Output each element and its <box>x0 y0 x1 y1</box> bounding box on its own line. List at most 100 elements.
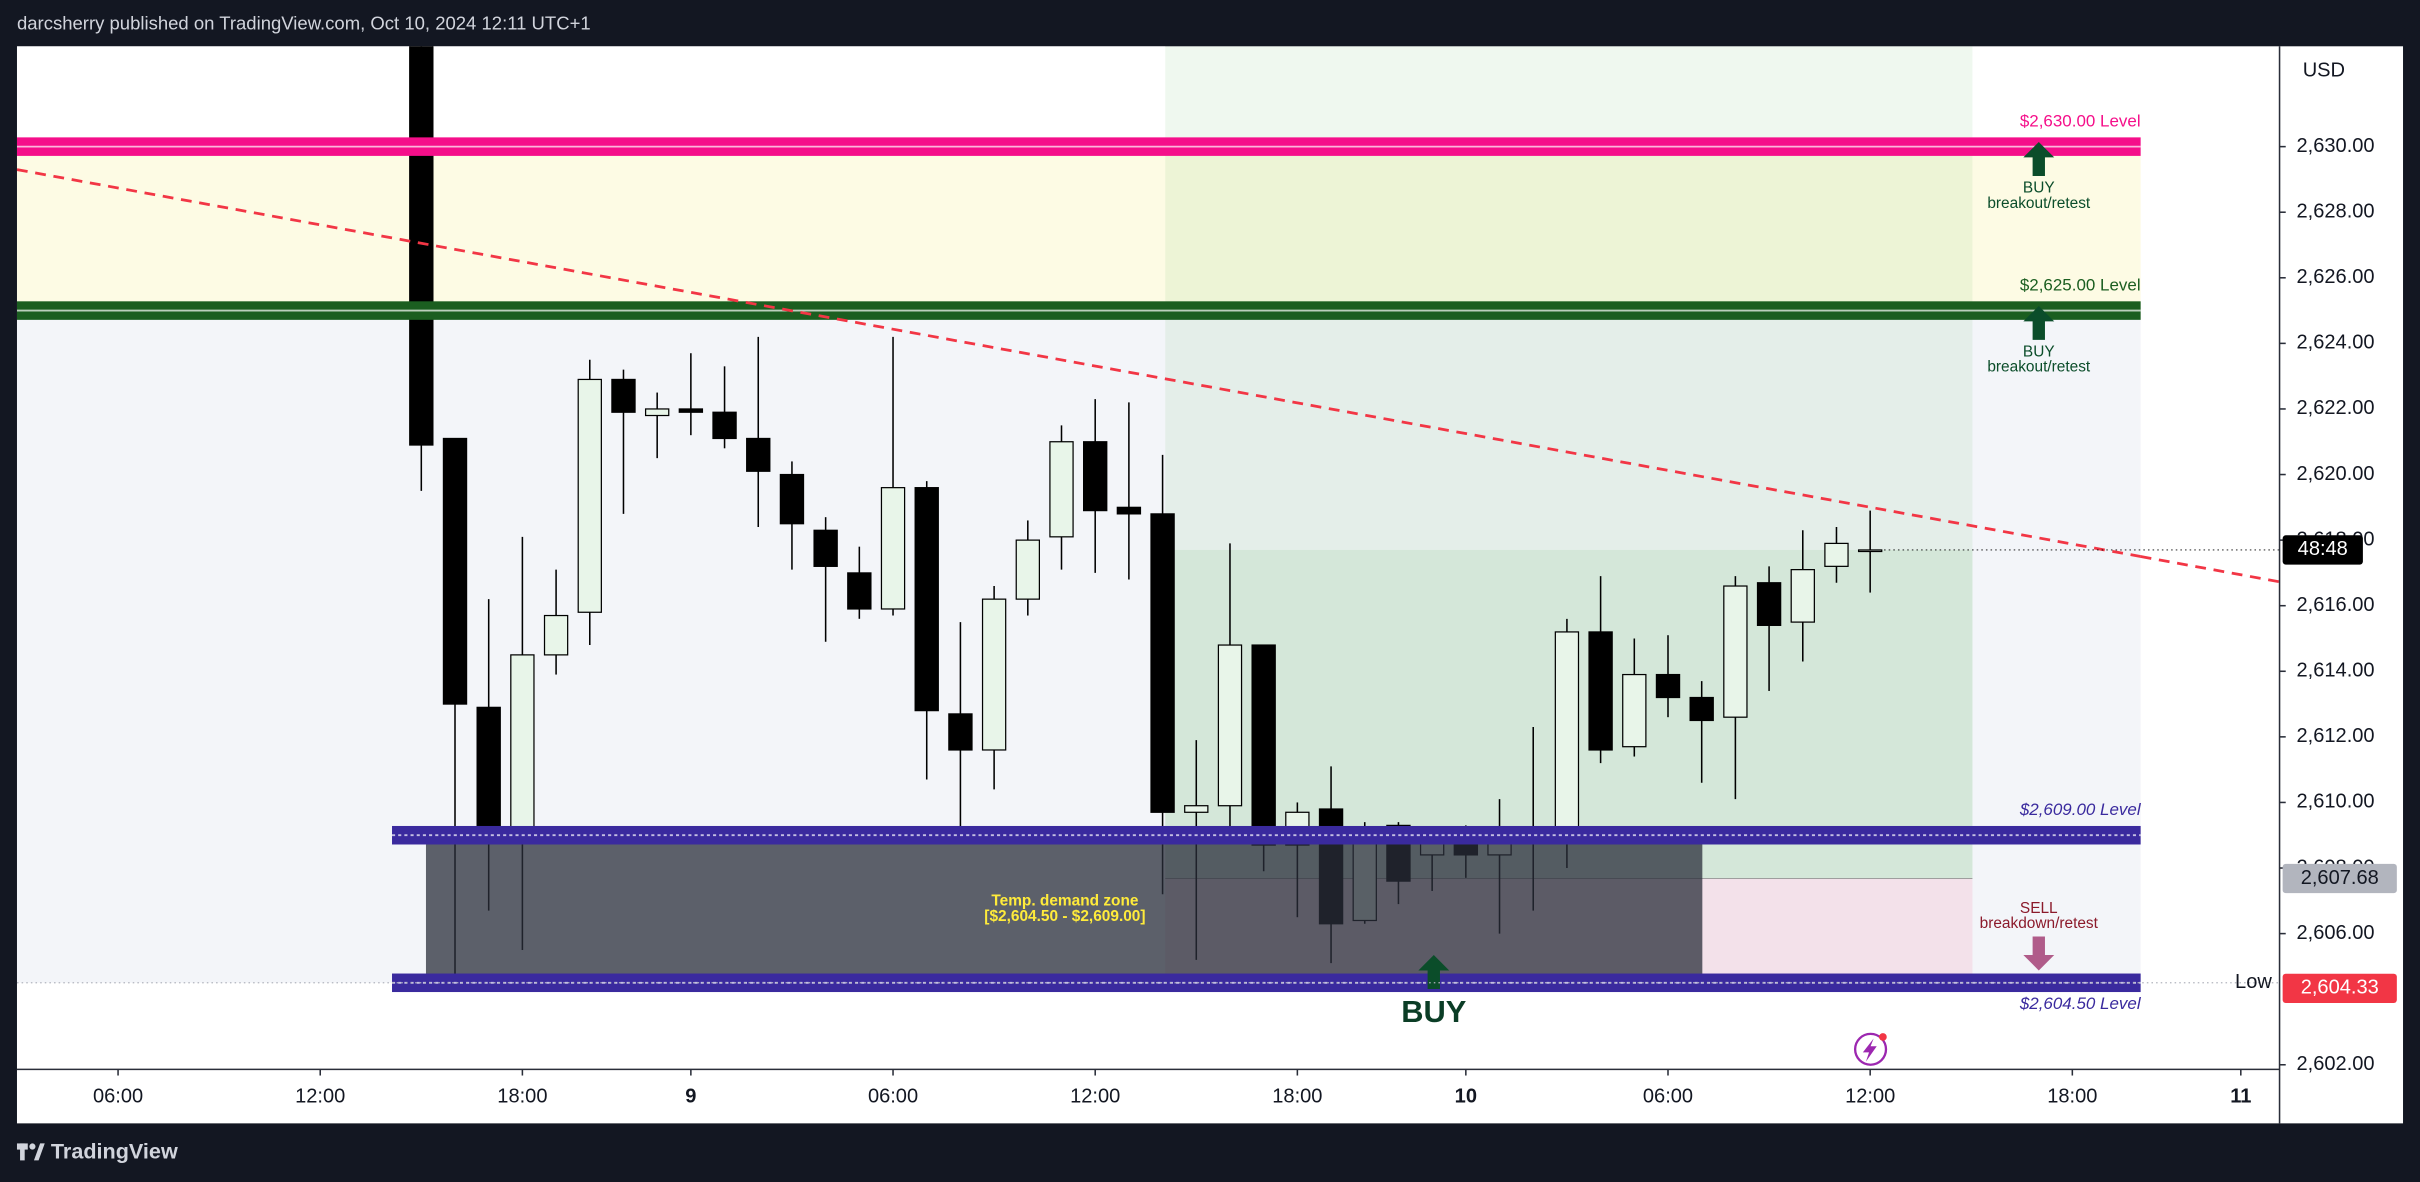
level-band <box>392 825 2141 845</box>
y-tick-label: 2,606.00 <box>2297 922 2375 944</box>
x-tick-label: 10 <box>1455 1085 1477 1107</box>
y-tick-label: 2,626.00 <box>2297 266 2375 288</box>
candle-body <box>746 437 771 472</box>
candle-body <box>1588 631 1613 751</box>
demand-zone-title: Temp. demand zone <box>991 892 1139 909</box>
candle-body <box>543 614 569 656</box>
x-tick-label: 12:00 <box>1070 1085 1120 1107</box>
y-tick-label: 2,612.00 <box>2297 725 2375 747</box>
candle-body <box>779 473 805 525</box>
annotation-text: BUY <box>2023 179 2055 196</box>
candle-body <box>1150 513 1175 813</box>
trendline-ext <box>2140 555 2280 584</box>
annotation-text: breakdown/retest <box>1980 915 2099 932</box>
arrow <box>2023 142 2055 176</box>
signal: BUY <box>1401 994 1467 1029</box>
x-tick-label: 9 <box>685 1085 696 1107</box>
footer-brand: TradingView <box>51 1138 178 1163</box>
x-tick-label: 06:00 <box>868 1085 918 1107</box>
candle-body <box>1689 696 1714 722</box>
annotation-text: BUY <box>2023 343 2055 360</box>
annotation-text: breakout/retest <box>1987 359 2091 376</box>
y-tick-label: 2,620.00 <box>2297 463 2375 485</box>
candle-body <box>476 706 501 836</box>
y-tick-label: 2,624.00 <box>2297 332 2375 354</box>
x-tick-label: 12:00 <box>295 1085 345 1107</box>
candle-body <box>1116 506 1142 515</box>
header: darcsherry published on TradingView.com,… <box>17 13 591 34</box>
candle-body <box>1184 805 1209 813</box>
level-label: $2,609.00 Level <box>2019 800 2142 819</box>
candle-body <box>510 654 535 836</box>
candle-body <box>1015 539 1041 600</box>
candle-body <box>1554 631 1580 833</box>
x-tick-label: 06:00 <box>93 1085 143 1107</box>
level-band <box>392 973 2141 993</box>
candle-body <box>847 572 872 610</box>
candle-body <box>880 487 906 610</box>
x-tick-label: 18:00 <box>2047 1085 2097 1107</box>
arrow <box>1418 955 1450 989</box>
level-label: $2,625.00 Level <box>2020 275 2141 294</box>
above-zone <box>16 46 1166 147</box>
overlay: BUYbreakout/retestBUYbreakout/retestSELL… <box>16 135 2397 1107</box>
y-tick-label: 2,616.00 <box>2297 594 2375 616</box>
y-tick-label: 2,630.00 <box>2297 135 2375 157</box>
demand-zone-range: [$2,604.50 - $2,609.00] <box>984 908 1145 925</box>
candle-body <box>1655 673 1681 699</box>
candle-body <box>948 713 973 751</box>
bid-price: 2,604.33 <box>2301 977 2379 999</box>
candle-body <box>914 487 939 712</box>
candle-body <box>813 529 838 567</box>
candle-body <box>1857 549 1883 553</box>
x-tick-label: 18:00 <box>1272 1085 1322 1107</box>
level-label: $2,630.00 Level <box>2020 111 2141 130</box>
y-tick-label: 2,628.00 <box>2297 201 2375 223</box>
candle-body <box>678 408 704 413</box>
demand-zone <box>425 835 1703 983</box>
arrow <box>2023 305 2055 340</box>
logo <box>16 1143 45 1161</box>
candle-body <box>1217 644 1243 807</box>
candle-body <box>1049 441 1074 538</box>
plot: Temp. demand zone[$2,604.50 - $2,609.00]… <box>16 46 2280 1013</box>
trendline <box>16 168 2141 558</box>
bid-price-bg <box>2282 973 2397 1004</box>
x-tick-label: 18:00 <box>497 1085 547 1107</box>
y-tick-label: 2,622.00 <box>2297 397 2375 419</box>
resistance-zone <box>16 146 2141 311</box>
candle-body <box>1790 569 1815 623</box>
annotation-text: SELL <box>2020 900 2058 917</box>
y-tick-label: 2,614.00 <box>2297 660 2375 682</box>
candle-body <box>442 437 468 705</box>
currency: USD <box>2303 59 2345 81</box>
x-tick-label: 12:00 <box>1845 1085 1895 1107</box>
candle-body <box>1083 441 1108 512</box>
candle-body <box>644 408 670 417</box>
candle-body <box>1251 644 1276 846</box>
candle-body <box>577 378 602 613</box>
countdown: 48:48 <box>2298 538 2348 560</box>
low-label: Low <box>2235 971 2272 993</box>
level-label: $2,604.50 Level <box>2019 994 2142 1013</box>
countdown-bg <box>2282 535 2363 565</box>
y-tick-label: 2,610.00 <box>2297 791 2375 813</box>
alert-icon <box>1853 1032 1888 1066</box>
candle-body <box>611 378 636 413</box>
x-tick-label: 06:00 <box>1643 1085 1693 1107</box>
entry-price-bg <box>2282 863 2397 894</box>
candle-body <box>712 411 737 440</box>
candle-body <box>1622 673 1647 748</box>
x-tick-label: 11 <box>2230 1085 2251 1107</box>
candle-body <box>1824 542 1849 567</box>
entry-price: 2,607.68 <box>2301 867 2379 889</box>
annotation-text: breakout/retest <box>1987 195 2091 212</box>
candle-body <box>1723 585 1748 718</box>
candle-body <box>409 46 434 446</box>
candle-body <box>1756 582 1782 626</box>
arrow <box>2023 936 2055 971</box>
y-tick-label: 2,602.00 <box>2297 1053 2375 1075</box>
candle-body <box>981 598 1007 751</box>
